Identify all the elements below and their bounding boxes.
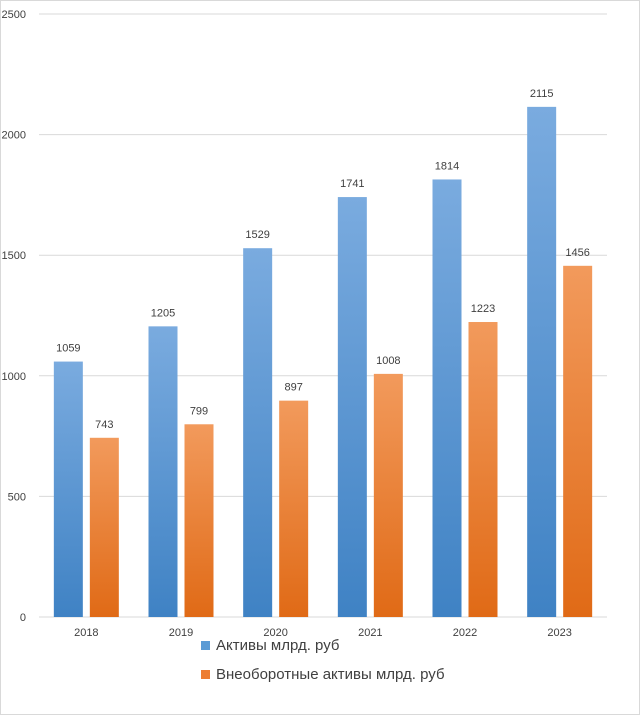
data-label: 1456 bbox=[565, 247, 589, 259]
bar bbox=[563, 265, 593, 617]
data-label: 1741 bbox=[340, 178, 364, 190]
y-tick-label: 1500 bbox=[2, 250, 26, 262]
data-label: 897 bbox=[284, 382, 302, 394]
data-label: 2115 bbox=[530, 88, 554, 100]
data-label: 1814 bbox=[435, 160, 459, 172]
y-tick-label: 500 bbox=[8, 491, 26, 503]
data-labels: 1059 743 1205 799 1529 897 1741 1008 1814 1223 211… bbox=[56, 88, 590, 431]
x-tick-label: 2021 bbox=[358, 627, 382, 639]
data-label: 1008 bbox=[376, 355, 400, 367]
y-tick-label: 0 bbox=[20, 612, 26, 624]
legend: Активы млрд. руб Внеоборотные активы млр… bbox=[201, 637, 445, 683]
y-tick-label: 2500 bbox=[2, 9, 26, 21]
bar bbox=[373, 373, 403, 617]
data-label: 1529 bbox=[245, 229, 269, 241]
bar bbox=[279, 400, 309, 617]
legend-swatch-assets bbox=[201, 641, 210, 650]
x-tick-label: 2022 bbox=[453, 627, 477, 639]
axes: 0 500 1000 1500 2000 2500 2018 2019 2020 2021 2022… bbox=[2, 9, 572, 639]
legend-item-noncurrent-assets: Внеоборотные активы млрд. руб bbox=[201, 666, 445, 683]
bar bbox=[184, 424, 214, 617]
bar bbox=[527, 106, 557, 617]
bar bbox=[53, 361, 83, 617]
bar bbox=[468, 322, 498, 617]
x-tick-label: 2019 bbox=[169, 627, 193, 639]
data-label: 799 bbox=[190, 405, 208, 417]
y-tick-label: 2000 bbox=[2, 130, 26, 142]
bar bbox=[148, 326, 178, 617]
x-tick-label: 2020 bbox=[263, 627, 287, 639]
data-label: 1205 bbox=[151, 307, 175, 319]
data-label: 743 bbox=[95, 419, 113, 431]
data-label: 1223 bbox=[471, 303, 495, 315]
y-tick-label: 1000 bbox=[2, 371, 26, 383]
data-label: 1059 bbox=[56, 343, 80, 355]
x-tick-label: 2018 bbox=[74, 627, 98, 639]
legend-label-assets: Активы млрд. руб bbox=[216, 637, 340, 654]
bar bbox=[243, 248, 273, 617]
bar bbox=[337, 197, 367, 617]
bar bbox=[89, 437, 119, 617]
bars bbox=[53, 106, 593, 617]
legend-item-assets: Активы млрд. руб bbox=[201, 637, 445, 654]
bar bbox=[432, 179, 462, 617]
legend-swatch-noncurrent-assets bbox=[201, 670, 210, 679]
x-tick-label: 2023 bbox=[547, 627, 571, 639]
gridlines bbox=[39, 13, 607, 618]
legend-label-noncurrent-assets: Внеоборотные активы млрд. руб bbox=[216, 666, 445, 683]
